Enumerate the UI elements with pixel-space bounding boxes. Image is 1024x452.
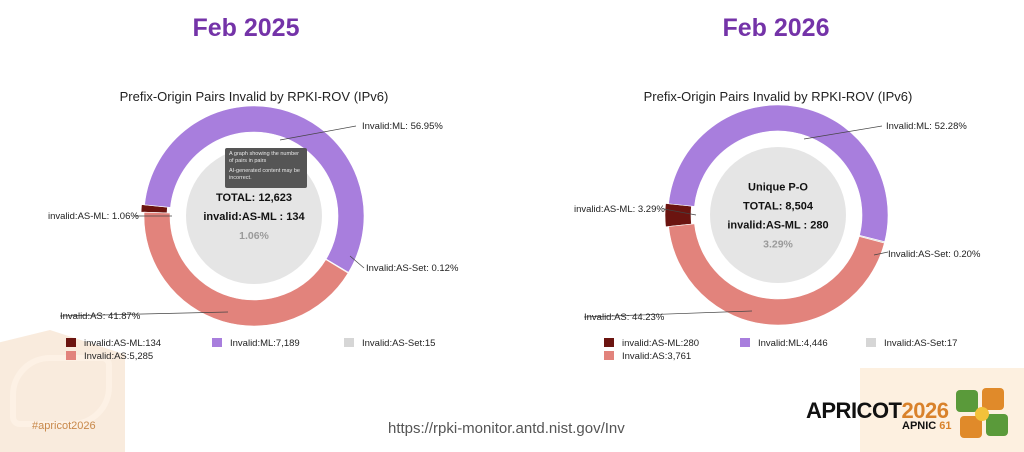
callout-label-invalid-as-feb-2025: Invalid:AS: 41.87% <box>60 311 141 322</box>
center-percent-feb-2026: 3.29% <box>763 239 793 251</box>
legend-label-invalid-as-set-feb-2025: Invalid:AS-Set:15 <box>362 338 435 349</box>
center-total-feb-2025: TOTAL: 12,623 <box>216 192 292 204</box>
callout-line-invalid-ml-feb-2026 <box>803 125 883 140</box>
legend-swatch-invalid-as-set-feb-2025 <box>344 338 354 347</box>
tooltip-line-2: AI-generated content may be incorrect. <box>229 167 300 181</box>
apnic-label: APNIC 61 <box>902 420 952 432</box>
slice-invalid-ml-feb-2026 <box>668 104 889 243</box>
center-disc-feb-2026 <box>710 147 846 283</box>
legend-label-invalid-as-ml-feb-2025: invalid:AS-ML:134 <box>84 338 161 349</box>
legend-label-invalid-ml-feb-2026: Invalid:ML:4,446 <box>758 338 828 349</box>
callout-label-invalid-as-feb-2026: Invalid:AS: 44.23% <box>584 312 665 323</box>
slice-invalid-ml-feb-2025 <box>144 105 365 273</box>
callout-line-invalid-as-set-feb-2026 <box>873 251 889 256</box>
legend-label-invalid-as-feb-2025: Invalid:AS:5,285 <box>84 351 153 362</box>
legend-swatch-invalid-as-set-feb-2026 <box>866 338 876 347</box>
heading-feb-2025: Feb 2025 <box>192 14 300 42</box>
legend-label-invalid-as-feb-2026: Invalid:AS:3,761 <box>622 351 691 362</box>
apnic-number: 61 <box>939 420 952 432</box>
legend-swatch-invalid-as-ml-feb-2026 <box>604 338 614 347</box>
callout-line-invalid-as-feb-2025 <box>59 311 229 317</box>
center-percent-feb-2025: 1.06% <box>239 230 269 242</box>
apricot-logo-icon <box>956 388 1008 438</box>
alt-text-tooltip: A graph showing the number of pairs in p… <box>225 148 307 188</box>
legend-swatch-invalid-as-ml-feb-2025 <box>66 338 76 347</box>
callout-line-invalid-as-ml-feb-2026 <box>663 208 697 216</box>
event-hashtag: #apricot2026 <box>32 420 96 432</box>
callout-line-invalid-as-set-feb-2025 <box>349 255 365 269</box>
callout-label-invalid-as-set-feb-2025: Invalid:AS-Set: 0.12% <box>366 263 459 274</box>
callout-label-invalid-as-ml-feb-2026: invalid:AS-ML: 3.29% <box>574 204 665 215</box>
legend-label-invalid-as-ml-feb-2026: invalid:AS-ML:280 <box>622 338 699 349</box>
center-heading-feb-2026: Unique P-O <box>748 182 808 194</box>
legend-swatch-invalid-ml-feb-2026 <box>740 338 750 347</box>
legend-swatch-invalid-ml-feb-2025 <box>212 338 222 347</box>
callout-label-invalid-ml-feb-2026: Invalid:ML: 52.28% <box>886 121 967 132</box>
legend-swatch-invalid-as-feb-2026 <box>604 351 614 360</box>
callout-line-invalid-as-feb-2026 <box>583 310 753 318</box>
center-total-feb-2026: TOTAL: 8,504 <box>743 201 814 213</box>
callout-label-invalid-ml-feb-2025: Invalid:ML: 56.95% <box>362 121 443 132</box>
brand-year: 2026 <box>901 398 949 423</box>
center-detail-feb-2025: invalid:AS-ML : 134 <box>203 211 305 223</box>
chart-title-feb-2025: Prefix-Origin Pairs Invalid by RPKI-ROV … <box>120 89 389 104</box>
callout-label-invalid-as-set-feb-2026: Invalid:AS-Set: 0.20% <box>888 249 981 260</box>
brand-name: APRICOT <box>806 398 902 423</box>
callout-line-invalid-ml-feb-2025 <box>279 125 357 141</box>
slice-invalid-as-feb-2026 <box>668 223 885 326</box>
apricot-logo-text: APRICOT2026 <box>806 398 949 424</box>
heading-feb-2026: Feb 2026 <box>722 14 830 42</box>
tooltip-line-1: A graph showing the number of pairs in p… <box>229 151 300 164</box>
legend-label-invalid-ml-feb-2025: Invalid:ML:7,189 <box>230 338 300 349</box>
slice-invalid-as-ml-feb-2026 <box>664 203 692 228</box>
apnic-name: APNIC <box>902 420 937 432</box>
chart-title-feb-2026: Prefix-Origin Pairs Invalid by RPKI-ROV … <box>644 89 913 104</box>
slice-invalid-as-feb-2025 <box>143 211 349 327</box>
legend-swatch-invalid-as-feb-2025 <box>66 351 76 360</box>
source-url[interactable]: https://rpki-monitor.antd.nist.gov/Inv <box>388 420 625 437</box>
legend-label-invalid-as-set-feb-2026: Invalid:AS-Set:17 <box>884 338 957 349</box>
callout-label-invalid-as-ml-feb-2025: invalid:AS-ML: 1.06% <box>48 211 139 222</box>
center-detail-feb-2026: invalid:AS-ML : 280 <box>727 220 828 232</box>
decorative-swirl <box>10 355 112 427</box>
